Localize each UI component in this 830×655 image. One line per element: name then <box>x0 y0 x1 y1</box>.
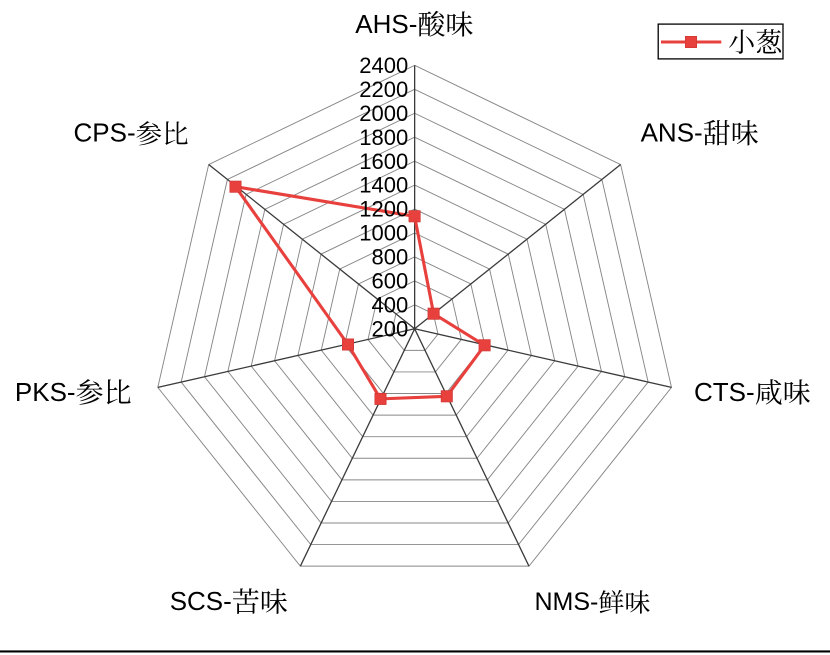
svg-text:CPS-: CPS- <box>74 118 136 148</box>
svg-text:ANS-: ANS- <box>641 118 703 148</box>
svg-text:PKS-: PKS- <box>15 377 76 407</box>
svg-text:1800: 1800 <box>359 125 408 150</box>
svg-text:1400: 1400 <box>359 173 408 198</box>
svg-text:AHS-: AHS- <box>355 9 417 39</box>
svg-text:1600: 1600 <box>359 149 408 174</box>
svg-text:CTS-: CTS- <box>694 377 755 407</box>
svg-text:NMS-: NMS- <box>535 588 599 616</box>
svg-text:200: 200 <box>371 316 408 341</box>
svg-text:800: 800 <box>371 245 408 270</box>
svg-text:600: 600 <box>371 269 408 294</box>
svg-text:SCS-: SCS- <box>170 586 232 616</box>
svg-text:2000: 2000 <box>359 101 408 126</box>
svg-text:1000: 1000 <box>359 221 408 246</box>
svg-text:2400: 2400 <box>359 53 408 78</box>
svg-text:2200: 2200 <box>359 77 408 102</box>
svg-text:1200: 1200 <box>359 197 408 222</box>
svg-text:400: 400 <box>371 293 408 318</box>
